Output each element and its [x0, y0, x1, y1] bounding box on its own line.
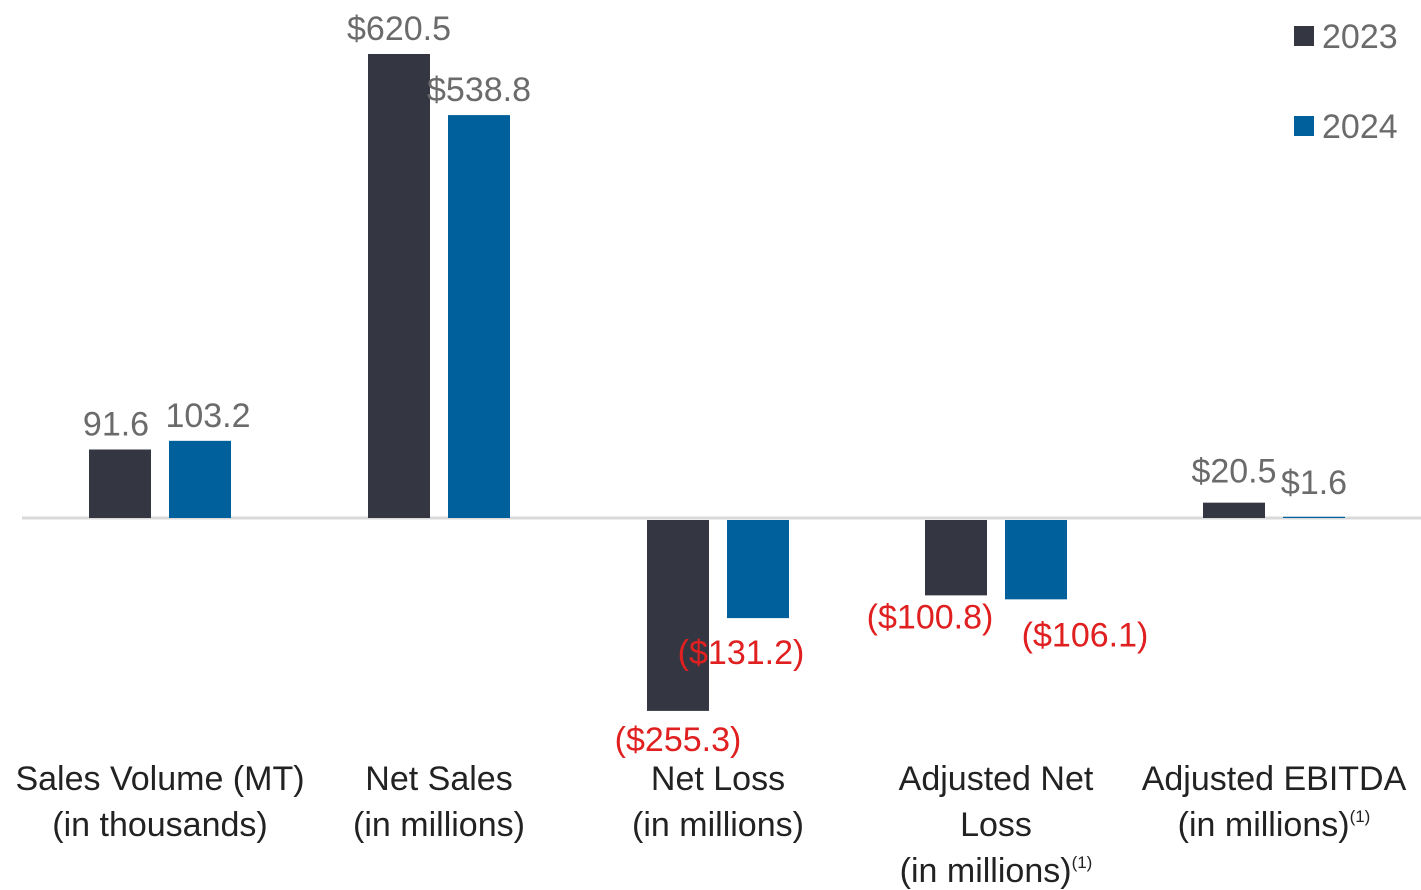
bar-2023-cat4 — [1203, 502, 1265, 518]
value-label-2024-cat2: ($131.2) — [678, 634, 805, 672]
bar-2023-cat1 — [368, 54, 430, 518]
legend-swatch-2024 — [1294, 116, 1314, 136]
footnote-marker: (1) — [1350, 807, 1371, 826]
value-label-2024-cat3: ($106.1) — [1022, 616, 1149, 654]
bar-2024-cat2 — [727, 520, 789, 619]
bar-2023-cat3 — [925, 520, 987, 596]
value-label-2023-cat3: ($100.8) — [867, 598, 994, 636]
value-labels-layer: 91.6 $620.5 ($255.3) ($100.8) $20.5 103.2 $538… — [83, 10, 1347, 759]
value-label-2023-cat1: $620.5 — [347, 10, 451, 48]
bar-2023-cat2 — [647, 520, 709, 711]
value-label-2024-cat1: $538.8 — [427, 71, 531, 109]
category-labels-layer: Sales Volume (MT) (in thousands) Net Sales… — [15, 760, 1406, 890]
value-label-2024-cat0: 103.2 — [165, 397, 250, 435]
category-label-2: Net Loss (in millions) — [632, 760, 804, 844]
bar-2024-cat3 — [1005, 520, 1067, 600]
bar-2024-cat0 — [169, 440, 231, 518]
value-label-2024-cat4: $1.6 — [1281, 464, 1347, 502]
bar-2024-cat1 — [448, 115, 510, 518]
bar-2023-cat0 — [89, 449, 151, 518]
category-label-3: Adjusted Net Loss (in millions)(1) — [899, 760, 1094, 890]
legend-swatch-2023 — [1294, 26, 1314, 46]
category-label-1: Net Sales (in millions) — [353, 760, 525, 844]
bars-layer — [89, 54, 1345, 711]
legend: 2023 2024 — [1294, 18, 1398, 146]
legend-label-2023: 2023 — [1322, 18, 1398, 56]
value-label-2023-cat4: $20.5 — [1191, 453, 1276, 491]
value-label-2023-cat2: ($255.3) — [615, 721, 742, 759]
value-label-2023-cat0: 91.6 — [83, 406, 149, 444]
footnote-marker: (1) — [1072, 853, 1093, 872]
category-label-0: Sales Volume (MT) (in thousands) — [15, 760, 304, 844]
bar-2024-cat4 — [1283, 516, 1345, 518]
category-label-4: Adjusted EBITDA (in millions)(1) — [1142, 760, 1407, 844]
legend-label-2024: 2024 — [1322, 108, 1398, 146]
